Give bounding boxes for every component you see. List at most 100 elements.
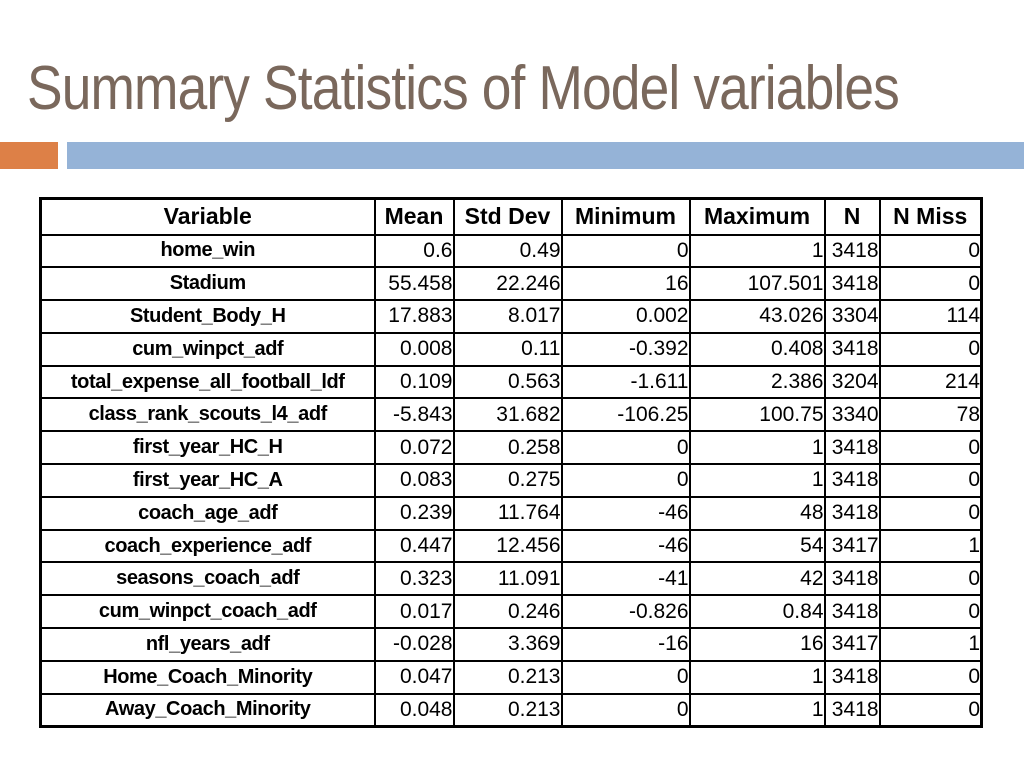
table-row: class_rank_scouts_l4_adf -5.843 31.682 -106…: [39, 397, 983, 433]
value-cell: 0.083: [373, 463, 455, 498]
accent-bar-blue: [67, 142, 1024, 169]
variable-name-cell: cum_winpct_adf: [39, 331, 376, 367]
value-cell: 0: [878, 594, 983, 630]
value-cell: 0.002: [560, 299, 691, 334]
column-header-minimum: Minimum: [560, 197, 691, 236]
table-row: seasons_coach_adf 0.323 11.091 -41 42 3418 0: [39, 561, 983, 597]
value-cell: -1.611: [560, 364, 691, 400]
variable-name-cell: home_win: [39, 233, 376, 269]
value-cell: 0.447: [373, 528, 455, 564]
variable-name-cell: Stadium: [39, 266, 376, 302]
value-cell: -46: [560, 495, 691, 531]
value-cell: 3417: [823, 528, 881, 564]
table-row: coach_age_adf 0.239 11.764 -46 48 3418 0: [39, 495, 983, 531]
summary-statistics-table: Variable Mean Std Dev Minimum Maximum N N Miss…: [39, 197, 983, 728]
table-row: first_year_HC_H 0.072 0.258 0 1 3418 0: [39, 430, 983, 466]
value-cell: -106.25: [560, 397, 691, 433]
value-cell: 16: [560, 266, 691, 302]
value-cell: 114: [878, 299, 983, 334]
value-cell: 1: [688, 659, 826, 695]
value-cell: 3204: [823, 364, 881, 400]
value-cell: 1: [688, 233, 826, 269]
variable-name-cell: Student_Body_H: [39, 299, 376, 334]
value-cell: -46: [560, 528, 691, 564]
variable-name-cell: nfl_years_adf: [39, 627, 376, 662]
value-cell: 0.246: [452, 594, 563, 630]
value-cell: 0.213: [452, 659, 563, 695]
page-title: Summary Statistics of Model variables: [27, 54, 900, 123]
value-cell: 214: [878, 364, 983, 400]
table-row: Away_Coach_Minority 0.048 0.213 0 1 3418 0: [39, 692, 983, 728]
value-cell: 0: [878, 495, 983, 531]
value-cell: -0.826: [560, 594, 691, 630]
value-cell: 0.072: [373, 430, 455, 466]
value-cell: -0.392: [560, 331, 691, 367]
value-cell: 3304: [823, 299, 881, 334]
value-cell: 3418: [823, 233, 881, 269]
value-cell: 0.239: [373, 495, 455, 531]
value-cell: 0: [878, 266, 983, 302]
table-body: home_win 0.6 0.49 0 1 3418 0 Stadium 55.458 22.24…: [39, 233, 983, 728]
table-row: Student_Body_H 17.883 8.017 0.002 43.026 3304…: [39, 299, 983, 334]
variable-name-cell: Away_Coach_Minority: [39, 692, 376, 728]
variable-name-cell: total_expense_all_football_ldf: [39, 364, 376, 400]
value-cell: 3418: [823, 594, 881, 630]
value-cell: 12.456: [452, 528, 563, 564]
column-header-n: N: [823, 197, 881, 236]
variable-name-cell: class_rank_scouts_l4_adf: [39, 397, 376, 433]
value-cell: 55.458: [373, 266, 455, 302]
table-row: total_expense_all_football_ldf 0.109 0.563…: [39, 364, 983, 400]
value-cell: 0: [560, 659, 691, 695]
variable-name-cell: seasons_coach_adf: [39, 561, 376, 597]
variable-name-cell: first_year_HC_H: [39, 430, 376, 466]
table-row: home_win 0.6 0.49 0 1 3418 0: [39, 233, 983, 269]
value-cell: -5.843: [373, 397, 455, 433]
value-cell: 3418: [823, 331, 881, 367]
value-cell: 17.883: [373, 299, 455, 334]
value-cell: 3418: [823, 495, 881, 531]
value-cell: 3418: [823, 692, 881, 728]
value-cell: 0.017: [373, 594, 455, 630]
value-cell: 42: [688, 561, 826, 597]
value-cell: 1: [688, 692, 826, 728]
variable-name-cell: coach_experience_adf: [39, 528, 376, 564]
value-cell: 3418: [823, 561, 881, 597]
value-cell: 43.026: [688, 299, 826, 334]
value-cell: 0: [878, 692, 983, 728]
value-cell: 0.11: [452, 331, 563, 367]
value-cell: 78: [878, 397, 983, 433]
value-cell: 100.75: [688, 397, 826, 433]
column-header-std-dev: Std Dev: [452, 197, 563, 236]
value-cell: 3340: [823, 397, 881, 433]
value-cell: 0.008: [373, 331, 455, 367]
table-row: cum_winpct_adf 0.008 0.11 -0.392 0.408 3418 0: [39, 331, 983, 367]
value-cell: 1: [878, 627, 983, 662]
column-header-n-miss: N Miss: [878, 197, 983, 236]
value-cell: 3418: [823, 430, 881, 466]
value-cell: 8.017: [452, 299, 563, 334]
table-row: Stadium 55.458 22.246 16 107.501 3418 0: [39, 266, 983, 302]
value-cell: 3.369: [452, 627, 563, 662]
value-cell: 11.091: [452, 561, 563, 597]
value-cell: 16: [688, 627, 826, 662]
value-cell: 0: [560, 692, 691, 728]
value-cell: 0: [560, 430, 691, 466]
column-header-maximum: Maximum: [688, 197, 826, 236]
accent-bar-orange: [0, 142, 58, 169]
value-cell: 0.047: [373, 659, 455, 695]
value-cell: 0: [878, 331, 983, 367]
value-cell: -0.028: [373, 627, 455, 662]
variable-name-cell: coach_age_adf: [39, 495, 376, 531]
summary-table-container: Variable Mean Std Dev Minimum Maximum N N Miss…: [39, 197, 983, 728]
value-cell: 0: [878, 233, 983, 269]
value-cell: 0: [560, 233, 691, 269]
value-cell: 0.109: [373, 364, 455, 400]
value-cell: 0.84: [688, 594, 826, 630]
value-cell: 2.386: [688, 364, 826, 400]
value-cell: 0: [878, 430, 983, 466]
value-cell: 3417: [823, 627, 881, 662]
variable-name-cell: Home_Coach_Minority: [39, 659, 376, 695]
value-cell: 0.6: [373, 233, 455, 269]
value-cell: 0.408: [688, 331, 826, 367]
value-cell: 11.764: [452, 495, 563, 531]
